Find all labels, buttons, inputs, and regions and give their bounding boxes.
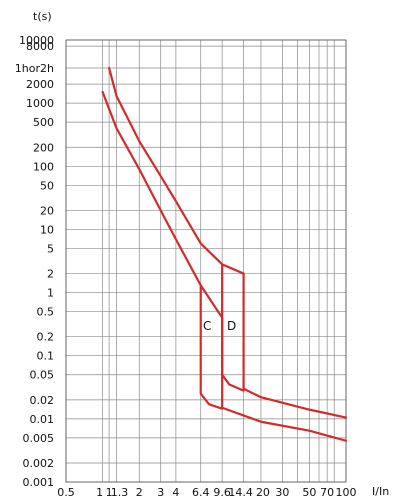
x-tick-labels: 0.5 1 11.3 2 3 4 6.4 9.614.4 20 30 50 70 100 — [57, 486, 356, 499]
y-tick-label: 8000 — [26, 40, 54, 53]
x-axis-label: I/In — [372, 485, 389, 498]
y-tick-label: 20 — [40, 204, 54, 217]
x-tick-label: 4 — [172, 486, 179, 499]
y-tick-label: 0.1 — [37, 350, 55, 363]
y-tick-label: 5 — [47, 242, 54, 255]
y-tick-label: 2 — [47, 268, 54, 281]
curve-c-1 — [199, 284, 224, 410]
curve-d-1 — [221, 263, 245, 392]
y-tick-label: 10000 — [19, 34, 54, 47]
y-tick-label: 0.02 — [30, 394, 55, 407]
y-tick-label: 0.005 — [23, 432, 55, 445]
x-tick-label: 20 — [256, 486, 270, 499]
y-tick-label: 500 — [33, 116, 54, 129]
x-tick-label: 1.3 — [111, 486, 129, 499]
x-tick-label: 100 — [336, 486, 357, 499]
y-tick-label: 0.002 — [23, 457, 55, 470]
x-tick-label: 50 — [302, 486, 316, 499]
x-tick-label: 70 — [320, 486, 334, 499]
y-tick-label: 1000 — [26, 97, 54, 110]
plot-frame — [65, 39, 347, 483]
series-label-c: C — [203, 319, 211, 333]
y-tick-label: 0.2 — [37, 331, 55, 344]
curve-d-0 — [107, 66, 348, 419]
series-label-d: D — [227, 319, 236, 333]
x-tick-label: 6.4 — [192, 486, 210, 499]
x-tick-label: 2 — [136, 486, 143, 499]
y-tick-label: 0.01 — [30, 413, 55, 426]
y-tick-label: 50 — [40, 179, 54, 192]
y-tick-label: 200 — [33, 141, 54, 154]
x-tick-label: 1 — [96, 486, 103, 499]
y-tick-label: 1 — [47, 287, 54, 300]
y-axis-label: t(s) — [33, 10, 52, 23]
x-tick-label: 0.5 — [57, 486, 75, 499]
y-tick-label: 1hor2h — [15, 62, 54, 75]
y-tick-label: 0.001 — [23, 476, 55, 489]
y-tick-label: 0.05 — [30, 369, 55, 382]
x-tick-label: 30 — [275, 486, 289, 499]
x-tick-label: 3 — [157, 486, 164, 499]
x-tick-label: 14.4 — [228, 486, 253, 499]
y-tick-label: 100 — [33, 160, 54, 173]
y-tick-label: 10 — [40, 223, 54, 236]
trip-curves — [101, 66, 348, 442]
x-tick-label: 9.6 — [213, 486, 231, 499]
y-tick-label: 0.5 — [37, 306, 55, 319]
x-tick-label: 1 — [106, 486, 113, 499]
y-tick-label: 2000 — [26, 78, 54, 91]
